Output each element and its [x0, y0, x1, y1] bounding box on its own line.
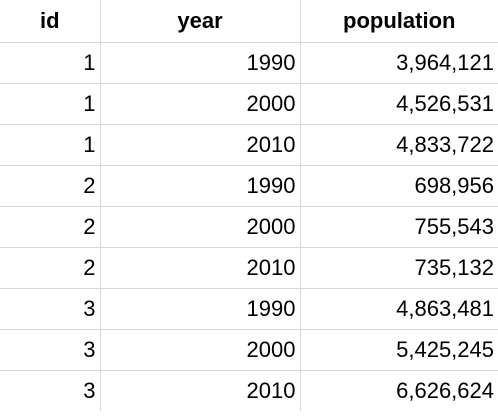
cell-population: 735,132 — [300, 247, 498, 289]
header-row: id year population — [0, 0, 498, 43]
column-header-year: year — [100, 0, 301, 43]
cell-year: 2000 — [100, 83, 301, 125]
cell-population: 698,956 — [300, 165, 498, 207]
cell-year: 1990 — [100, 42, 301, 84]
cell-id: 3 — [0, 329, 101, 371]
cell-id: 1 — [0, 124, 101, 166]
cell-population: 3,964,121 — [300, 42, 498, 84]
cell-id: 3 — [0, 288, 101, 330]
cell-year: 2010 — [100, 370, 301, 411]
table-row: 3 1990 4,863,481 — [0, 288, 498, 330]
cell-id: 2 — [0, 247, 101, 289]
table-row: 2 1990 698,956 — [0, 165, 498, 207]
cell-id: 1 — [0, 42, 101, 84]
cell-year: 1990 — [100, 288, 301, 330]
table-row: 1 2000 4,526,531 — [0, 83, 498, 125]
table-row: 1 1990 3,964,121 — [0, 42, 498, 84]
table-row: 3 2010 6,626,624 — [0, 370, 498, 411]
table-row: 2 2000 755,543 — [0, 206, 498, 248]
cell-year: 2000 — [100, 329, 301, 371]
cell-population: 4,526,531 — [300, 83, 498, 125]
cell-id: 3 — [0, 370, 101, 411]
cell-population: 755,543 — [300, 206, 498, 248]
column-header-population: population — [300, 0, 498, 43]
cell-id: 2 — [0, 206, 101, 248]
table-row: 3 2000 5,425,245 — [0, 329, 498, 371]
column-header-id: id — [0, 0, 101, 43]
cell-year: 1990 — [100, 165, 301, 207]
cell-population: 4,863,481 — [300, 288, 498, 330]
cell-population: 5,425,245 — [300, 329, 498, 371]
table-row: 1 2010 4,833,722 — [0, 124, 498, 166]
table-row: 2 2010 735,132 — [0, 247, 498, 289]
cell-population: 4,833,722 — [300, 124, 498, 166]
cell-year: 2000 — [100, 206, 301, 248]
cell-id: 2 — [0, 165, 101, 207]
cell-id: 1 — [0, 83, 101, 125]
cell-year: 2010 — [100, 124, 301, 166]
cell-population: 6,626,624 — [396, 377, 494, 403]
cell-year: 2010 — [100, 247, 301, 289]
